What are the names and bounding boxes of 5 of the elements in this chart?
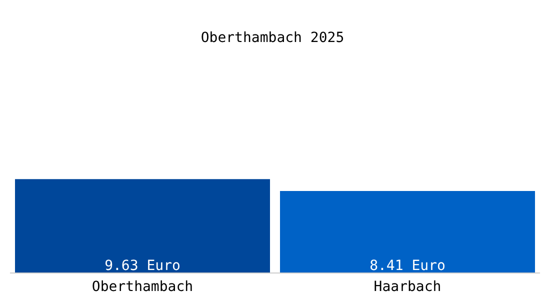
- data-label: 9.63 Euro: [104, 258, 180, 274]
- data-label: 8.41 Euro: [370, 258, 446, 274]
- text: Oberthambach 2025: [200, 30, 346, 46]
- x-tick-label: Oberthambach: [92, 278, 194, 295]
- x-tick-label: Haarbach: [374, 278, 442, 295]
